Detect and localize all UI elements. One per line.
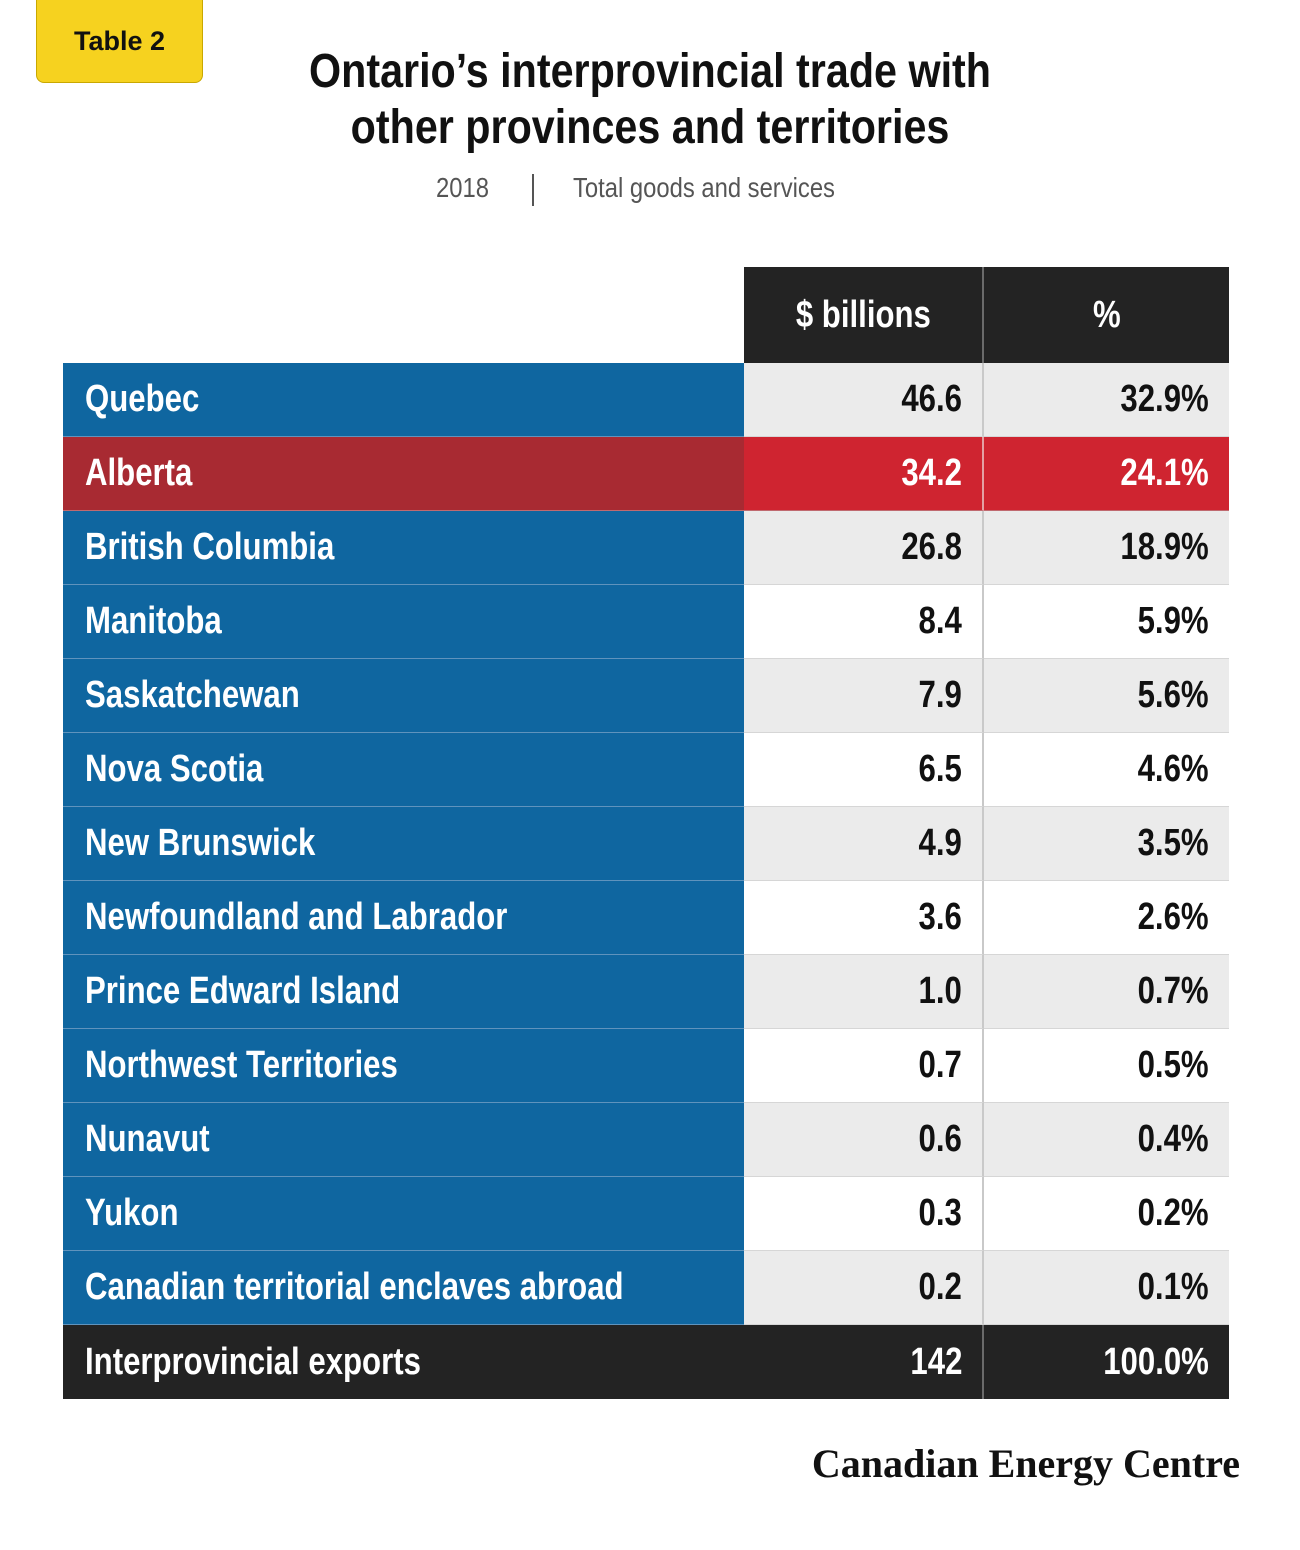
- table-row: Manitoba 8.4 5.9%: [63, 585, 1229, 659]
- chart-title-line-2: other provinces and territories: [350, 101, 950, 154]
- table-row: Quebec 46.6 32.9%: [63, 363, 1229, 437]
- cell-billions: 1.0: [744, 955, 984, 1029]
- cell-percent: 5.9%: [984, 585, 1229, 659]
- row-label: Canadian territorial enclaves abroad: [63, 1251, 744, 1325]
- row-label: Manitoba: [63, 585, 744, 659]
- table-row: Canadian territorial enclaves abroad 0.2 0…: [63, 1251, 1229, 1325]
- cell-percent: 3.5%: [984, 807, 1229, 881]
- row-label: Interprovincial exports: [63, 1325, 744, 1399]
- table-body: Quebec 46.6 32.9% Alberta 34.2 24.1% British C…: [63, 363, 1229, 1399]
- cell-billions: 0.2: [744, 1251, 984, 1325]
- chart-title-line-1: Ontario’s interprovincial trade with: [308, 45, 992, 98]
- chart-subtitle: 2018 Total goods and services: [0, 172, 1300, 208]
- publisher-logo: Canadian Energy Centre: [811, 1441, 1240, 1486]
- cell-percent: 0.4%: [984, 1103, 1229, 1177]
- cell-percent: 0.5%: [984, 1029, 1229, 1103]
- subtitle-divider: [532, 174, 534, 206]
- cell-billions: 4.9: [744, 807, 984, 881]
- row-label: Prince Edward Island: [63, 955, 744, 1029]
- cell-percent: 24.1%: [984, 437, 1229, 511]
- row-label: Northwest Territories: [63, 1029, 744, 1103]
- column-header-percent: %: [1092, 293, 1121, 336]
- cell-percent: 32.9%: [984, 363, 1229, 437]
- row-label: Yukon: [63, 1177, 744, 1251]
- row-label: Alberta: [63, 437, 744, 511]
- table-row: Alberta 34.2 24.1%: [63, 437, 1229, 511]
- subtitle-year: 2018: [436, 172, 489, 203]
- cell-percent: 5.6%: [984, 659, 1229, 733]
- column-header-billions: $ billions: [795, 293, 931, 336]
- cell-billions: 46.6: [744, 363, 984, 437]
- header-divider: [982, 267, 984, 363]
- cell-billions: 7.9: [744, 659, 984, 733]
- cell-percent: 4.6%: [984, 733, 1229, 807]
- table-row: Yukon 0.3 0.2%: [63, 1177, 1229, 1251]
- table-row: Newfoundland and Labrador 3.6 2.6%: [63, 881, 1229, 955]
- cell-billions: 0.6: [744, 1103, 984, 1177]
- table-row: Nova Scotia 6.5 4.6%: [63, 733, 1229, 807]
- cell-billions: 142: [744, 1325, 984, 1399]
- cell-percent: 2.6%: [984, 881, 1229, 955]
- cell-billions: 34.2: [744, 437, 984, 511]
- cell-billions: 0.3: [744, 1177, 984, 1251]
- cell-percent: 18.9%: [984, 511, 1229, 585]
- cell-percent: 0.2%: [984, 1177, 1229, 1251]
- cell-billions: 3.6: [744, 881, 984, 955]
- row-label: Quebec: [63, 363, 744, 437]
- table-row: British Columbia 26.8 18.9%: [63, 511, 1229, 585]
- table-row: Northwest Territories 0.7 0.5%: [63, 1029, 1229, 1103]
- row-label: Newfoundland and Labrador: [63, 881, 744, 955]
- table-total-row: Interprovincial exports 142 100.0%: [63, 1325, 1229, 1399]
- row-label: Saskatchewan: [63, 659, 744, 733]
- row-label: Nunavut: [63, 1103, 744, 1177]
- row-label: British Columbia: [63, 511, 744, 585]
- row-label: New Brunswick: [63, 807, 744, 881]
- table-row: Prince Edward Island 1.0 0.7%: [63, 955, 1229, 1029]
- table-number-badge: Table 2: [36, 0, 203, 83]
- cell-percent: 0.1%: [984, 1251, 1229, 1325]
- row-label: Nova Scotia: [63, 733, 744, 807]
- table-row: Nunavut 0.6 0.4%: [63, 1103, 1229, 1177]
- subtitle-description: Total goods and services: [573, 172, 835, 203]
- cell-billions: 8.4: [744, 585, 984, 659]
- table-row: Saskatchewan 7.9 5.6%: [63, 659, 1229, 733]
- cell-billions: 6.5: [744, 733, 984, 807]
- cell-percent: 0.7%: [984, 955, 1229, 1029]
- cell-billions: 26.8: [744, 511, 984, 585]
- table-row: New Brunswick 4.9 3.5%: [63, 807, 1229, 881]
- cell-billions: 0.7: [744, 1029, 984, 1103]
- table-header: $ billions %: [744, 267, 1229, 363]
- cell-percent: 100.0%: [984, 1325, 1229, 1399]
